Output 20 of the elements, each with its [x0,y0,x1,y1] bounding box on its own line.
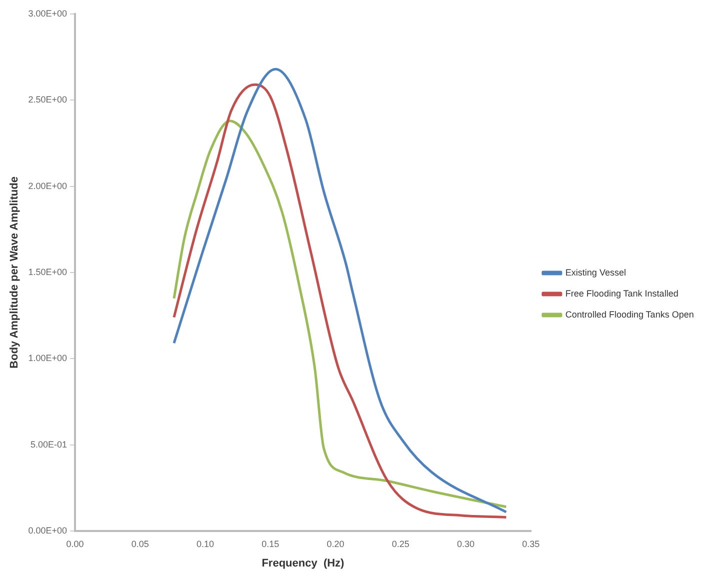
x-tick-label: 0.30 [457,538,475,549]
y-tick-label: 1.50E+00 [28,266,67,277]
x-tick-label: 0.00 [66,538,84,549]
legend-label: Free Flooding Tank Installed [565,288,678,298]
x-tick-label: 0.15 [262,538,280,549]
y-tick-label: 5.00E-01 [30,439,67,450]
y-tick-label: 2.00E+00 [28,180,67,191]
x-tick-label: 0.20 [326,538,344,549]
legend-label: Existing Vessel [565,267,626,278]
x-tick-label: 0.25 [392,538,410,549]
x-tick-label: 0.35 [522,538,540,549]
x-tick-label: 0.05 [131,538,149,549]
y-tick-label: 1.00E+00 [28,353,67,364]
y-tick-label: 2.50E+00 [28,94,67,105]
y-axis-title: Body Amplitude per Wave Amplitude [8,176,21,368]
x-axis-title: Frequency (Hz) [262,557,345,570]
y-tick-label: 3.00E+00 [28,8,67,18]
x-tick-label: 0.10 [196,538,214,549]
y-tick-label: 0.00E+00 [28,525,67,536]
legend-label: Controlled Flooding Tanks Open [565,309,694,320]
